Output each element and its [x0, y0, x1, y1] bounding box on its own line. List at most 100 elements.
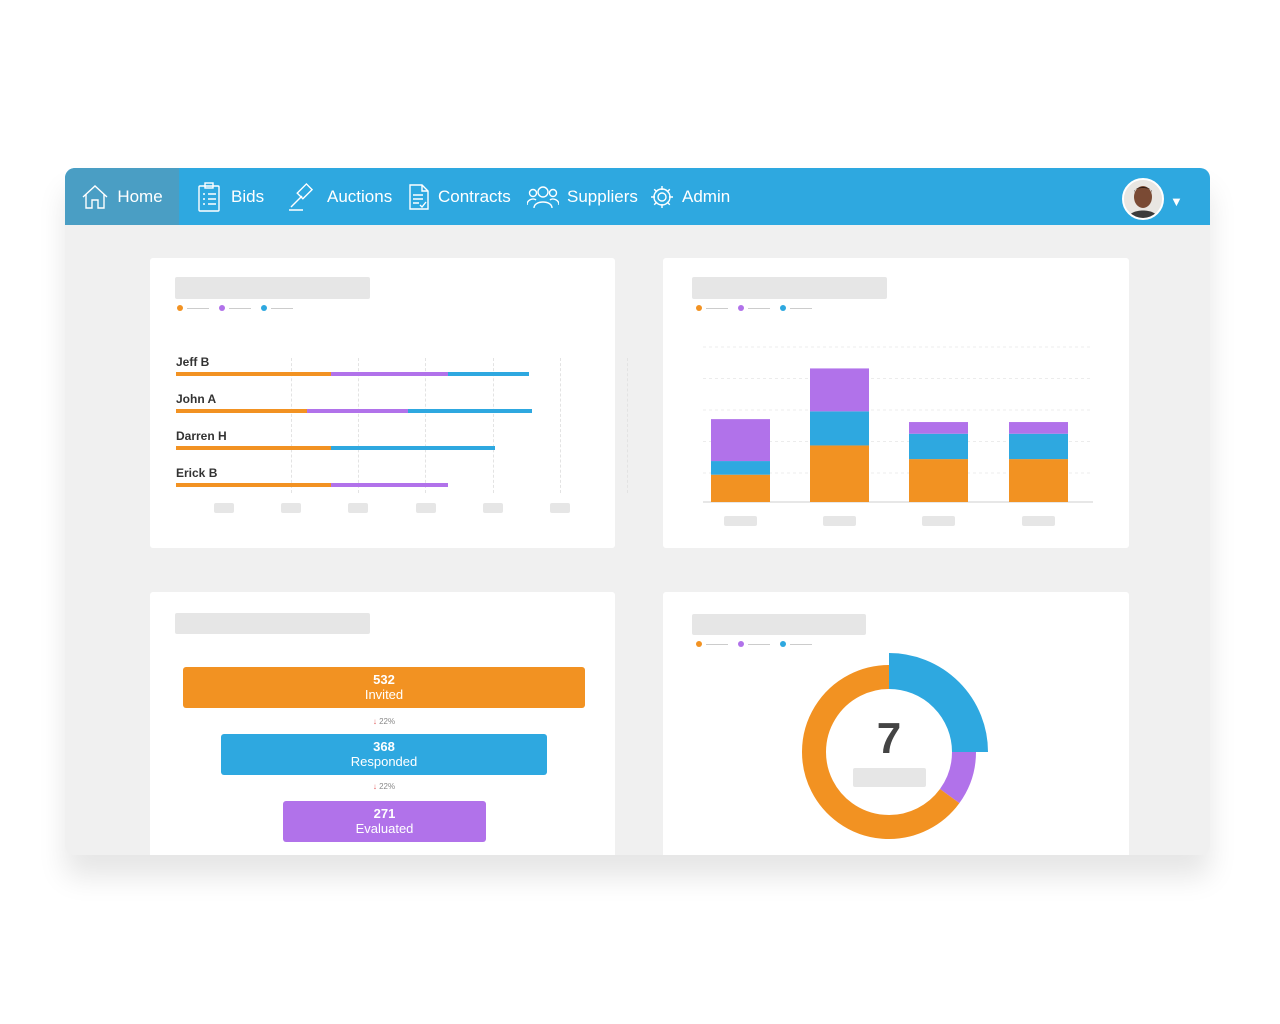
- nav-contracts-label: Contracts: [438, 186, 511, 206]
- grid-line: [425, 358, 427, 493]
- gear-icon: [650, 183, 674, 211]
- bar-segment[interactable]: [176, 446, 331, 450]
- donut-slice[interactable]: [802, 665, 960, 839]
- down-arrow-icon: ↓: [372, 717, 377, 726]
- card-title-placeholder: [175, 277, 370, 299]
- document-icon: [408, 183, 430, 211]
- chart-legend: [696, 305, 822, 311]
- gavel-icon: [287, 182, 319, 211]
- bar-segment[interactable]: [176, 483, 331, 487]
- nav-auctions[interactable]: Auctions: [287, 168, 392, 225]
- legend-dot-blue: [780, 641, 786, 647]
- donut-chart: [802, 653, 988, 839]
- nav-home-label: Home: [117, 186, 163, 206]
- funnel-stage-invited[interactable]: 532 Invited: [183, 667, 585, 708]
- column-segment[interactable]: [711, 474, 770, 502]
- funnel-stage-evaluated[interactable]: 271 Evaluated: [283, 801, 486, 842]
- card-title-placeholder: [692, 277, 887, 299]
- card-stacked-columns: [663, 258, 1129, 548]
- column-segment[interactable]: [909, 459, 968, 502]
- funnel-stage-responded[interactable]: 368 Responded: [221, 734, 547, 775]
- column-segment[interactable]: [909, 422, 968, 434]
- nav-suppliers-label: Suppliers: [567, 186, 638, 206]
- donut-caption-placeholder: [853, 768, 926, 787]
- bar-category-label: Darren H: [176, 429, 227, 443]
- column-segment[interactable]: [1009, 459, 1068, 502]
- legend-dot-purple: [219, 305, 225, 311]
- card-title-placeholder: [692, 614, 866, 635]
- column-segment[interactable]: [909, 433, 968, 460]
- legend-dot-purple: [738, 641, 744, 647]
- user-menu[interactable]: ▼: [1122, 178, 1183, 220]
- bar-segment[interactable]: [330, 372, 449, 376]
- drop-rate-label: 22%: [379, 717, 396, 726]
- card-donut: 7: [663, 592, 1129, 855]
- funnel-stage-value: 368: [373, 739, 395, 754]
- donut-slice[interactable]: [888, 653, 988, 753]
- x-tick-label-placeholder: [550, 503, 570, 513]
- legend-dot-blue: [780, 305, 786, 311]
- column-segment[interactable]: [1009, 422, 1068, 434]
- donut-center-value: 7: [876, 714, 902, 763]
- grid-line: [291, 358, 292, 493]
- column-segment[interactable]: [1009, 433, 1068, 460]
- funnel-drop-rate: ↓ 22%: [364, 782, 404, 791]
- funnel-stage-value: 271: [373, 806, 396, 821]
- avatar[interactable]: [1122, 178, 1164, 220]
- legend-dot-orange: [696, 305, 702, 311]
- bar-category-label: Erick B: [176, 466, 218, 480]
- bar-segment[interactable]: [307, 409, 408, 413]
- nav-auctions-label: Auctions: [327, 186, 393, 206]
- funnel-drop-rate: ↓ 22%: [364, 717, 404, 726]
- column-segment[interactable]: [810, 411, 869, 446]
- grid-line: [559, 358, 561, 493]
- bar-category-label: Jeff B: [176, 355, 210, 369]
- chart-legend: [696, 641, 822, 647]
- bar-segment[interactable]: [330, 483, 449, 487]
- x-tick-label-placeholder: [348, 503, 369, 513]
- column-segment[interactable]: [711, 419, 770, 462]
- clipboard-icon: [195, 181, 223, 212]
- column-segment[interactable]: [711, 461, 770, 475]
- bar-segment[interactable]: [330, 446, 496, 450]
- bar-category-label: John A: [176, 392, 217, 406]
- nav-suppliers[interactable]: Suppliers: [527, 168, 638, 225]
- funnel-stage-label: Responded: [350, 754, 418, 769]
- nav-admin-label: Admin: [682, 186, 731, 206]
- column-segment[interactable]: [810, 445, 869, 502]
- donut-slice[interactable]: [939, 751, 976, 804]
- x-tick-label-placeholder: [281, 503, 302, 513]
- stacked-column-chart: [703, 346, 1093, 526]
- card-funnel: 532 Invited ↓ 22% 368 Responded ↓ 22% 27…: [150, 592, 615, 855]
- bar-segment[interactable]: [448, 372, 529, 376]
- nav-home[interactable]: Home: [65, 168, 179, 225]
- nav-bids-label: Bids: [231, 186, 265, 206]
- card-title-placeholder: [175, 613, 370, 634]
- funnel-stage-label: Invited: [364, 687, 404, 702]
- bar-segment[interactable]: [407, 409, 533, 413]
- grid-line: [627, 358, 628, 493]
- down-arrow-icon: ↓: [372, 782, 377, 791]
- nav-bids[interactable]: Bids: [195, 168, 264, 225]
- legend-dot-blue: [261, 305, 267, 311]
- legend-dot-purple: [738, 305, 744, 311]
- funnel-stage-label: Evaluated: [355, 821, 414, 836]
- card-team-bars: Jeff B John A Darren H Erick B: [150, 258, 628, 548]
- top-navbar: Home Bids Auctions Contracts Suppliers: [65, 168, 1210, 225]
- users-icon: [527, 183, 559, 211]
- column-segment[interactable]: [810, 368, 869, 412]
- nav-admin[interactable]: Admin: [650, 168, 730, 225]
- bar-segment[interactable]: [176, 409, 308, 413]
- x-tick-label-placeholder: [922, 516, 955, 526]
- x-tick-label-placeholder: [214, 503, 234, 513]
- grid-line: [358, 358, 360, 493]
- home-icon: [81, 183, 109, 211]
- x-tick-label-placeholder: [1022, 516, 1055, 526]
- grid-line: [492, 358, 494, 493]
- x-tick-label-placeholder: [482, 503, 503, 513]
- chart-legend: [177, 305, 303, 311]
- chevron-down-icon[interactable]: ▼: [1170, 193, 1183, 209]
- nav-contracts[interactable]: Contracts: [408, 168, 511, 225]
- bar-segment[interactable]: [176, 372, 331, 376]
- x-tick-label-placeholder: [823, 516, 856, 526]
